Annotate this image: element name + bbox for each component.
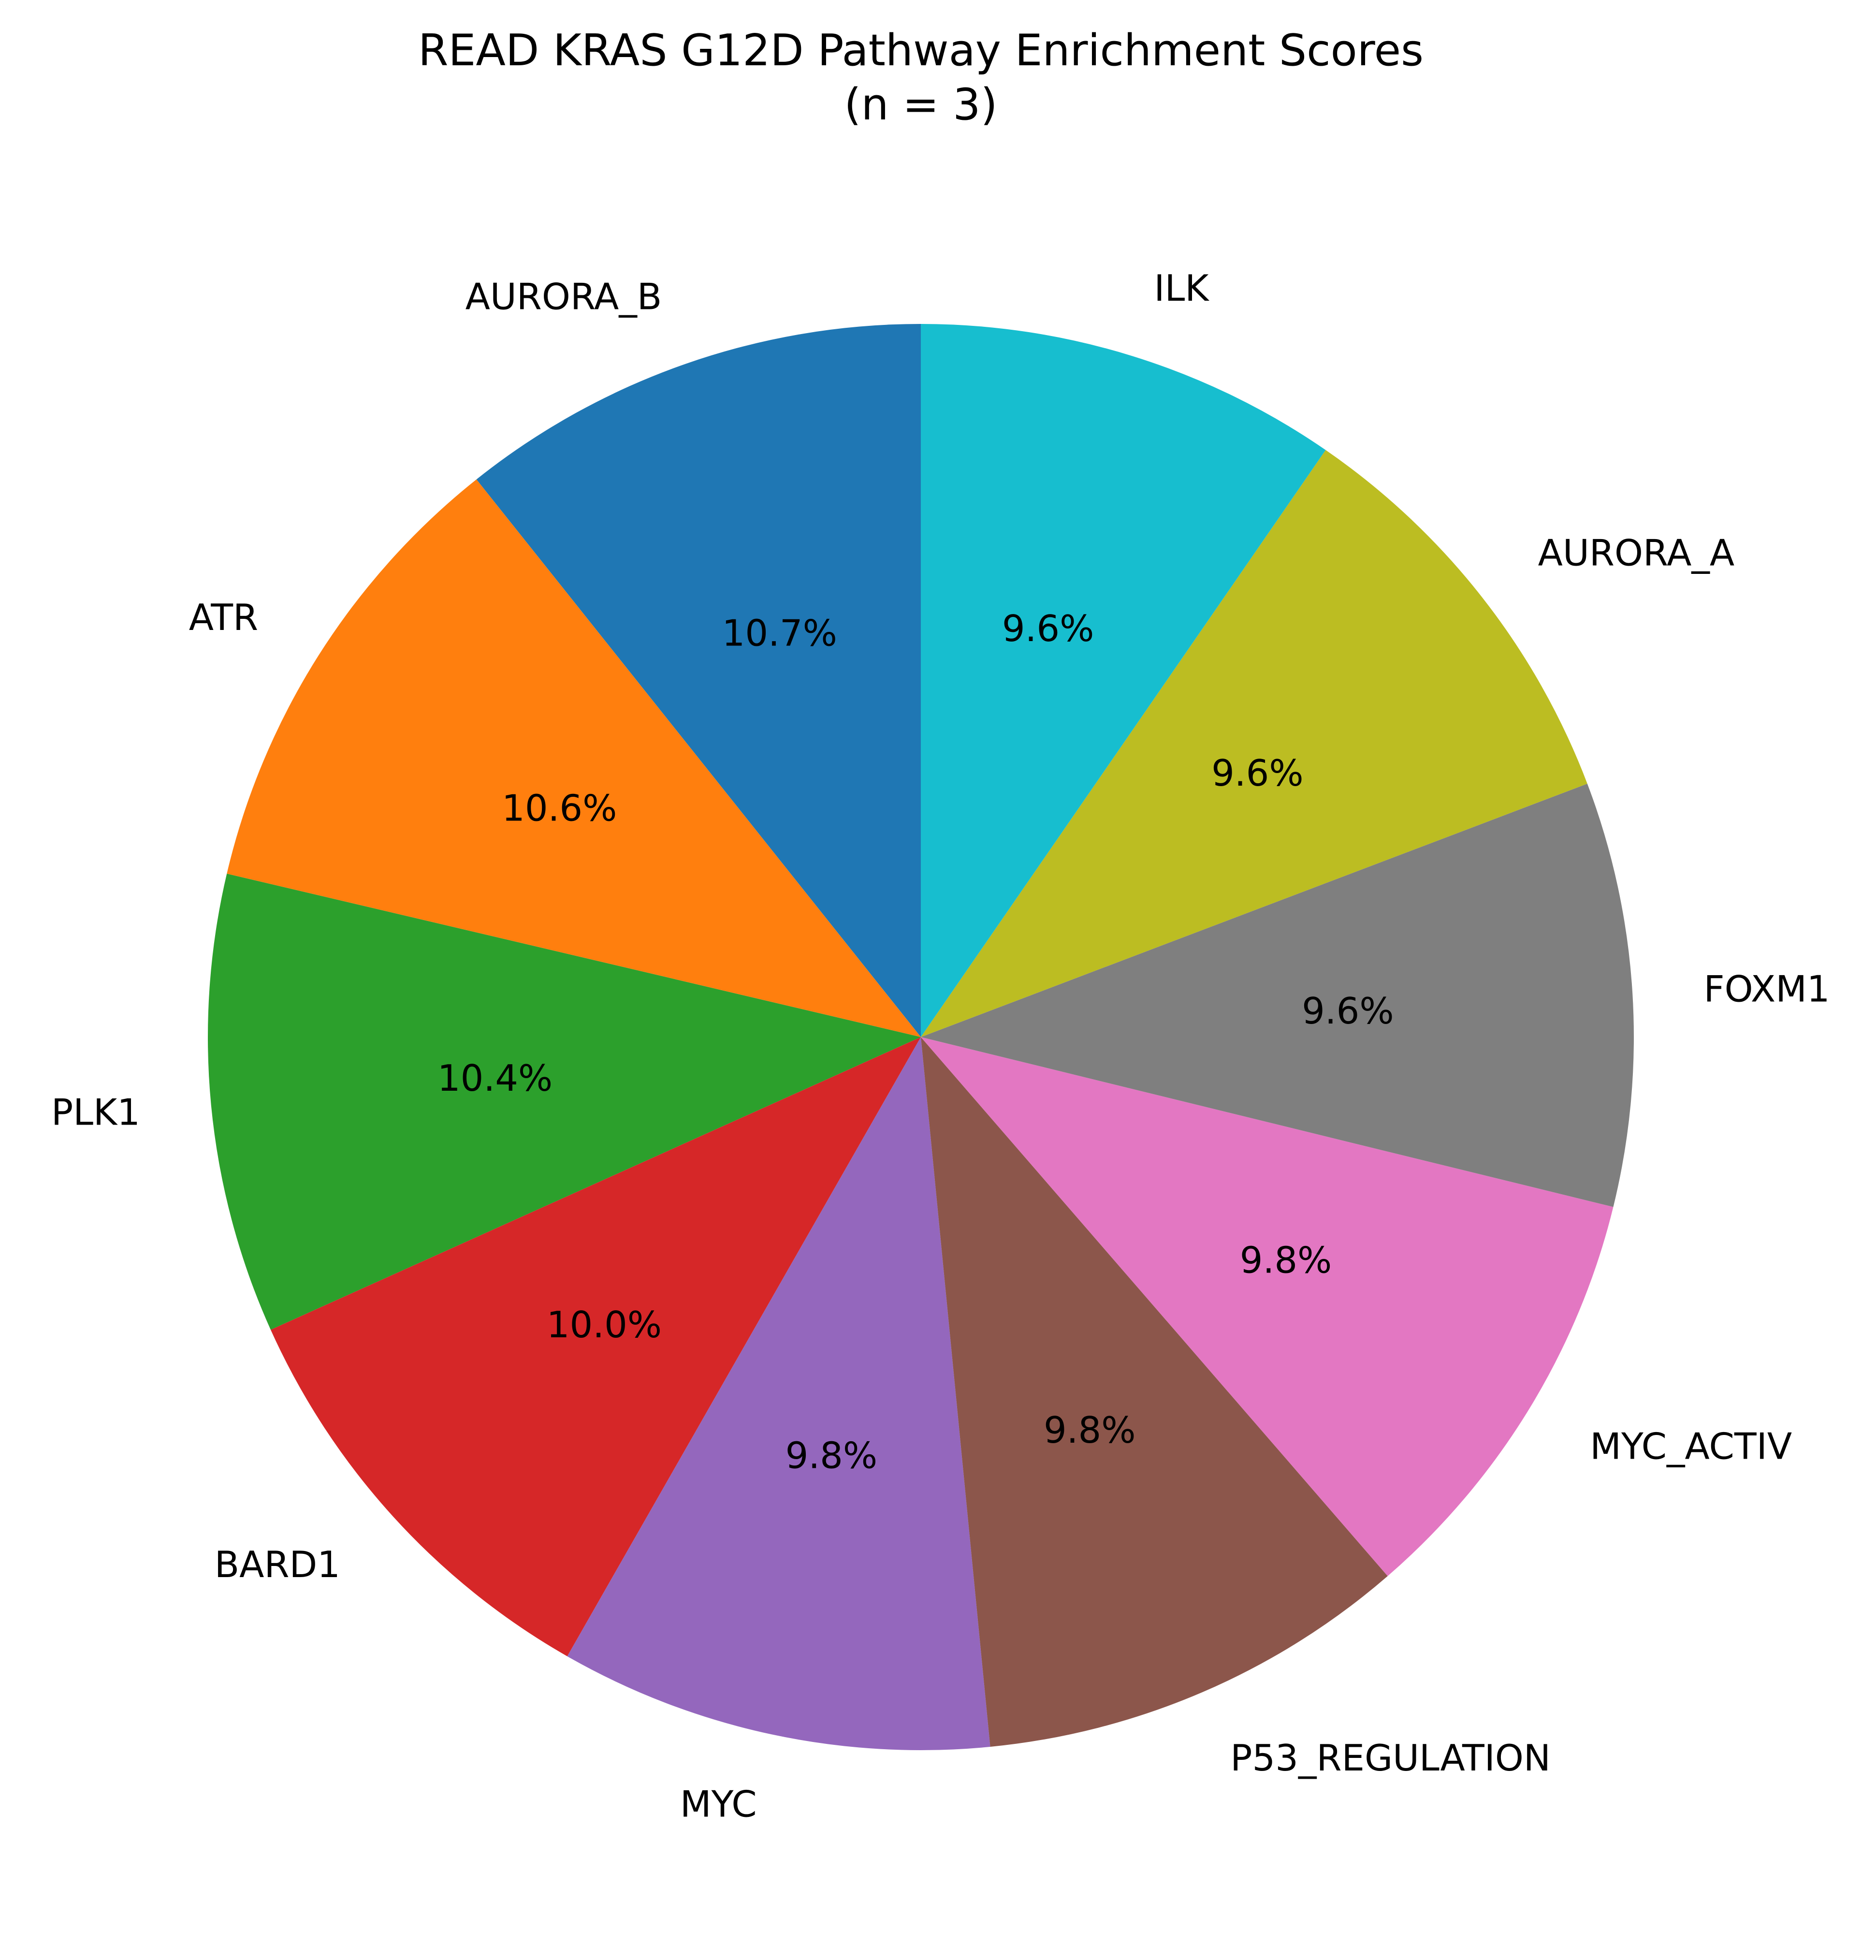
pie-slice-myc bbox=[567, 1037, 990, 1751]
pie-slice-aurora-b bbox=[476, 323, 921, 1037]
pct-label-atr: 10.6% bbox=[502, 787, 617, 830]
pct-label-myc: 9.8% bbox=[785, 1434, 878, 1477]
pie-slice-myc-activ bbox=[921, 1037, 1614, 1576]
chart-title: READ KRAS G12D Pathway Enrichment Scores bbox=[418, 25, 1424, 76]
slice-label-myc: MYC bbox=[680, 1783, 757, 1826]
pie-slice-bard1 bbox=[270, 1037, 921, 1656]
chart-subtitle: (n = 3) bbox=[844, 79, 997, 130]
slice-label-aurora-a: AURORA_A bbox=[1538, 532, 1735, 574]
slice-label-foxm1: FOXM1 bbox=[1703, 968, 1830, 1010]
pie-slice-ilk bbox=[921, 324, 1326, 1037]
pie-slices bbox=[208, 323, 1634, 1751]
pie-labels: AURORA_B 10.7% ATR 10.6% PLK1 10.4% BARD1 10.0%… bbox=[51, 267, 1830, 1826]
pct-label-bard1: 10.0% bbox=[547, 1303, 662, 1346]
pie-slice-plk1 bbox=[208, 874, 921, 1330]
slice-label-p53-regulation: P53_REGULATION bbox=[1230, 1737, 1551, 1779]
pie-slice-foxm1 bbox=[921, 783, 1634, 1207]
pct-label-p53-regulation: 9.8% bbox=[1044, 1409, 1136, 1451]
pct-label-ilk: 9.6% bbox=[1002, 607, 1094, 650]
slice-label-atr: ATR bbox=[189, 596, 258, 639]
slice-label-aurora-b: AURORA_B bbox=[465, 275, 662, 318]
pie-slice-aurora-a bbox=[921, 450, 1587, 1037]
slice-label-myc-activ: MYC_ACTIV bbox=[1590, 1425, 1792, 1467]
pct-label-myc-activ: 9.8% bbox=[1240, 1239, 1332, 1282]
pct-label-plk1: 10.4% bbox=[437, 1057, 553, 1099]
slice-label-bard1: BARD1 bbox=[215, 1543, 340, 1586]
slice-label-ilk: ILK bbox=[1154, 267, 1209, 309]
pct-label-aurora-b: 10.7% bbox=[722, 612, 837, 655]
pie-slice-p53-regulation bbox=[921, 1037, 1388, 1747]
slice-label-plk1: PLK1 bbox=[51, 1091, 140, 1133]
pct-label-aurora-a: 9.6% bbox=[1211, 752, 1304, 794]
pct-label-foxm1: 9.6% bbox=[1302, 990, 1394, 1032]
pie-slice-atr bbox=[227, 479, 921, 1037]
